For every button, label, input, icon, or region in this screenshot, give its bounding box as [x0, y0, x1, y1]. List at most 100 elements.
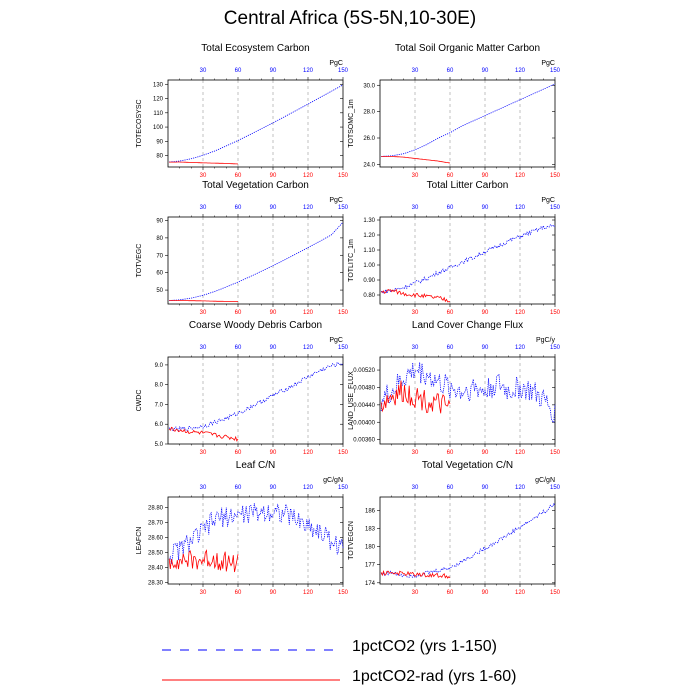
total-vegetation-carbon-xtick-label-top-60: 60 [235, 205, 242, 211]
total-vegetation-c-n-xtick-label-bottom-30: 30 [412, 590, 419, 596]
leaf-c-n-xtick-label-bottom-60: 60 [235, 590, 242, 596]
total-vegetation-carbon-xtick-label-bottom-90: 90 [270, 310, 277, 316]
total-vegetation-carbon-ytick-label-50: 50 [156, 288, 163, 294]
leaf-c-n-title: Leaf C/N [236, 460, 275, 471]
total-soil-organic-matter-carbon-title: Total Soil Organic Matter Carbon [395, 43, 540, 54]
total-litter-carbon-ytick-label-1_3: 1.30 [363, 218, 375, 224]
total-soil-organic-matter-carbon-ytick-label-28: 28.0 [363, 110, 375, 116]
total-litter-carbon-xtick-label-top-30: 30 [412, 205, 419, 211]
total-soil-organic-matter-carbon-xtick-label-top-120: 120 [515, 68, 526, 74]
leaf-c-n-ylabel: LEAFCN [136, 527, 143, 555]
coarse-woody-debris-carbon-ytick-label-6: 6.0 [155, 422, 164, 428]
total-vegetation-c-n-xtick-label-bottom-90: 90 [482, 590, 489, 596]
total-vegetation-c-n-ylabel: TOTVEGCN [348, 521, 355, 560]
total-litter-carbon-series-1pctco2-yrs-1-150 [381, 224, 556, 295]
leaf-c-n-ytick-label-28_8: 28.80 [148, 506, 164, 512]
total-ecosystem-carbon-xtick-label-bottom-90: 90 [270, 173, 277, 179]
coarse-woody-debris-carbon-xtick-label-bottom-90: 90 [270, 450, 277, 456]
total-vegetation-carbon-xtick-label-bottom-30: 30 [200, 310, 207, 316]
total-vegetation-c-n-xtick-label-top-30: 30 [412, 485, 419, 491]
total-ecosystem-carbon-series-1pctco2-rad-yrs-1-60 [169, 161, 239, 165]
total-vegetation-carbon-ytick-label-60: 60 [156, 271, 163, 277]
leaf-c-n-ytick-label-28_7: 28.70 [148, 521, 164, 527]
total-litter-carbon-xtick-label-top-60: 60 [447, 205, 454, 211]
total-vegetation-carbon-series-1pctco2-rad-yrs-1-60 [169, 300, 239, 302]
land-cover-change-flux-title: Land Cover Change Flux [412, 320, 523, 331]
total-ecosystem-carbon-xtick-label-bottom-120: 120 [303, 173, 314, 179]
total-vegetation-carbon-xtick-label-top-150: 150 [338, 205, 349, 211]
coarse-woody-debris-carbon-ytick-label-8: 8.0 [155, 383, 164, 389]
total-litter-carbon-xtick-label-bottom-150: 150 [550, 310, 561, 316]
total-ecosystem-carbon-xtick-label-bottom-150: 150 [338, 173, 349, 179]
total-soil-organic-matter-carbon-xtick-label-top-150: 150 [550, 68, 561, 74]
total-ecosystem-carbon-xtick-label-top-30: 30 [200, 68, 207, 74]
total-litter-carbon-xtick-label-bottom-90: 90 [482, 310, 489, 316]
coarse-woody-debris-carbon-units: PgC [329, 337, 343, 344]
coarse-woody-debris-carbon-series-1pctco2-yrs-1-150 [168, 361, 343, 432]
total-vegetation-c-n-xtick-label-bottom-150: 150 [550, 590, 561, 596]
total-litter-carbon-xtick-label-bottom-120: 120 [515, 310, 526, 316]
land-cover-change-flux-ytick-label-0_0052: 0.00520 [353, 368, 375, 374]
total-vegetation-c-n-ytick-label-186: 186 [365, 508, 376, 514]
total-ecosystem-carbon-xtick-label-top-150: 150 [338, 68, 349, 74]
total-soil-organic-matter-carbon-xtick-label-top-90: 90 [482, 68, 489, 74]
total-vegetation-c-n-ytick-label-183: 183 [365, 526, 376, 532]
total-litter-carbon-units: PgC [541, 197, 555, 204]
total-ecosystem-carbon-units: PgC [329, 60, 343, 67]
coarse-woody-debris-carbon-ytick-label-7: 7.0 [155, 402, 164, 408]
total-litter-carbon-xtick-label-top-150: 150 [550, 205, 561, 211]
total-litter-carbon-frame [379, 216, 556, 305]
land-cover-change-flux-frame [379, 356, 556, 445]
land-cover-change-flux-ytick-label-0_004: 0.00400 [353, 420, 375, 426]
total-litter-carbon-series-1pctco2-rad-yrs-1-60 [381, 288, 451, 303]
land-cover-change-flux-xtick-label-top-150: 150 [550, 345, 561, 351]
total-ecosystem-carbon-ytick-label-90: 90 [156, 139, 163, 145]
land-cover-change-flux-xtick-label-bottom-30: 30 [412, 450, 419, 456]
leaf-c-n-xtick-label-bottom-30: 30 [200, 590, 207, 596]
total-ecosystem-carbon-xtick-label-top-120: 120 [303, 68, 314, 74]
total-vegetation-carbon-xtick-label-top-120: 120 [303, 205, 314, 211]
coarse-woody-debris-carbon-title: Coarse Woody Debris Carbon [189, 320, 322, 331]
total-ecosystem-carbon-xtick-label-bottom-60: 60 [235, 173, 242, 179]
leaf-c-n-xtick-label-top-60: 60 [235, 485, 242, 491]
leaf-c-n-series-1pctco2-yrs-1-150 [168, 502, 344, 564]
land-cover-change-flux-ytick-label-0_0048: 0.00480 [353, 385, 375, 391]
total-soil-organic-matter-carbon-xtick-label-bottom-120: 120 [515, 173, 526, 179]
leaf-c-n-xtick-label-bottom-150: 150 [338, 590, 349, 596]
total-vegetation-c-n-frame [379, 496, 556, 585]
leaf-c-n-xtick-label-top-120: 120 [303, 485, 314, 491]
coarse-woody-debris-carbon-xtick-label-top-30: 30 [200, 345, 207, 351]
total-ecosystem-carbon-ytick-label-130: 130 [153, 82, 164, 88]
total-vegetation-carbon-units: PgC [329, 197, 343, 204]
land-cover-change-flux-ylabel: LAND_USE_FLUX [348, 371, 355, 430]
total-vegetation-carbon-ytick-label-70: 70 [156, 253, 163, 259]
coarse-woody-debris-carbon-series-1pctco2-rad-yrs-1-60 [168, 426, 239, 442]
coarse-woody-debris-carbon-frame [167, 356, 344, 445]
land-cover-change-flux-xtick-label-top-90: 90 [482, 345, 489, 351]
total-soil-organic-matter-carbon-ylabel: TOTSOMC_1m [348, 99, 355, 148]
leaf-c-n-xtick-label-top-30: 30 [200, 485, 207, 491]
total-ecosystem-carbon-xtick-label-top-60: 60 [235, 68, 242, 74]
total-vegetation-c-n-ytick-label-180: 180 [365, 545, 376, 551]
total-vegetation-c-n-xtick-label-top-90: 90 [482, 485, 489, 491]
total-vegetation-carbon-xtick-label-bottom-60: 60 [235, 310, 242, 316]
total-vegetation-c-n-series-1pctco2-rad-yrs-1-60 [380, 569, 451, 579]
coarse-woody-debris-carbon-xtick-label-bottom-60: 60 [235, 450, 242, 456]
leaf-c-n-xtick-label-bottom-90: 90 [270, 590, 277, 596]
total-vegetation-carbon-xtick-label-bottom-120: 120 [303, 310, 314, 316]
coarse-woody-debris-carbon-ytick-label-9: 9.0 [155, 363, 164, 369]
total-vegetation-carbon-ylabel: TOTVEGC [136, 244, 143, 278]
total-litter-carbon-xtick-label-bottom-60: 60 [447, 310, 454, 316]
total-litter-carbon-ytick-label-1: 1.00 [363, 263, 375, 269]
leaf-c-n-units: gC/gN [323, 477, 343, 484]
leaf-c-n-xtick-label-bottom-120: 120 [303, 590, 314, 596]
total-soil-organic-matter-carbon-xtick-label-bottom-60: 60 [447, 173, 454, 179]
leaf-c-n-xtick-label-top-90: 90 [270, 485, 277, 491]
total-litter-carbon-xtick-label-top-90: 90 [482, 205, 489, 211]
leaf-c-n-ytick-label-28_5: 28.50 [148, 551, 164, 557]
leaf-c-n-series-1pctco2-rad-yrs-1-60 [168, 549, 239, 573]
total-vegetation-carbon-ytick-label-90: 90 [156, 218, 163, 224]
total-vegetation-carbon-ytick-label-80: 80 [156, 236, 163, 242]
total-soil-organic-matter-carbon-ytick-label-24: 24.0 [363, 162, 375, 168]
land-cover-change-flux-xtick-label-top-120: 120 [515, 345, 526, 351]
